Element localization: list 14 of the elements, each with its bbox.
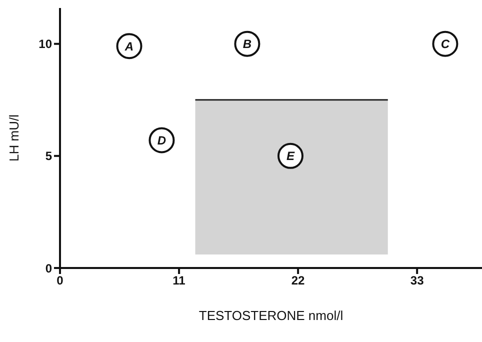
y-axis-title: LH mU/l (6, 114, 22, 162)
annotation: A (124, 39, 134, 54)
y-tick-label: 5 (45, 149, 52, 164)
x-tick-label: 0 (56, 274, 64, 288)
annotation: B (242, 37, 252, 52)
annotation: D (157, 134, 166, 148)
x-axis-title: TESTOSTERONE nmol/l (198, 308, 344, 323)
x-tick-label: 11 (172, 274, 186, 288)
y-tick-label: 10 (38, 37, 52, 52)
annotation: E (286, 149, 296, 164)
x-tick-label: 22 (291, 274, 306, 288)
x-tick-label: 33 (410, 274, 424, 288)
y-tick-label: 0 (45, 261, 52, 276)
annotation: C (440, 37, 450, 52)
